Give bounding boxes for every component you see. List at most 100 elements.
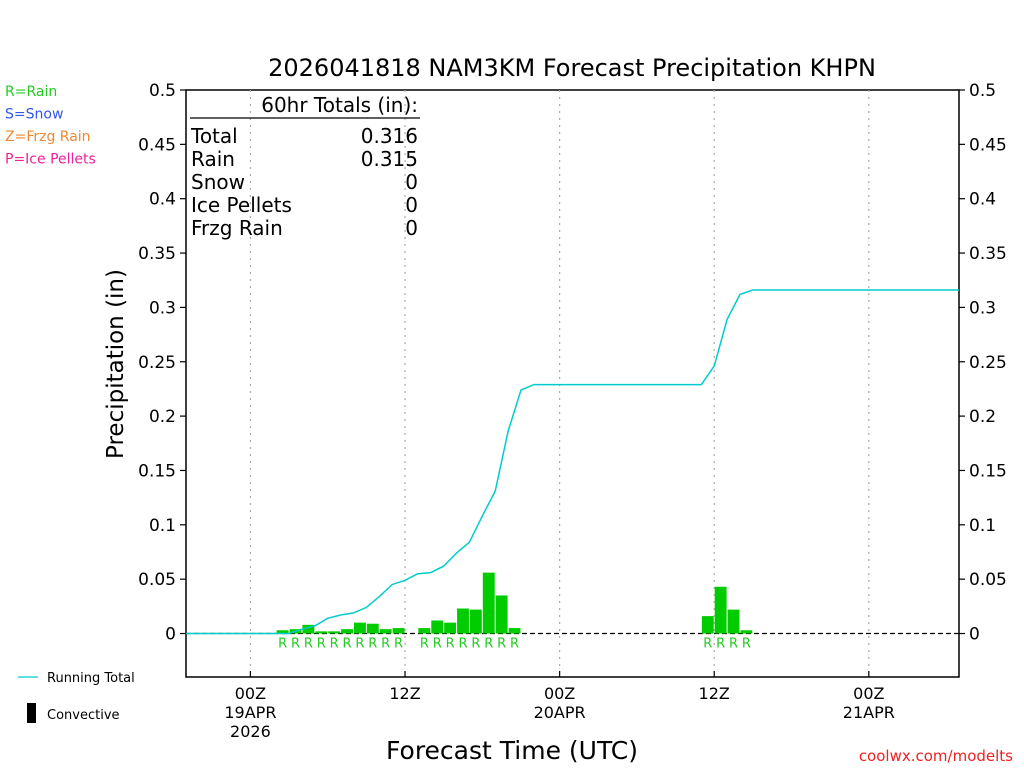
y-tick-label-right: 0 [969, 625, 980, 645]
running-total-group [186, 289, 959, 635]
y-tick-label-right: 0.45 [969, 135, 1007, 155]
y-tick-label-left: 0.5 [149, 81, 176, 101]
running-total-legend-label: Running Total [47, 671, 135, 686]
ptype-legend: R=Rain S=Snow Z=Frzg Rain P=Ice Pellets [5, 84, 96, 168]
ptype-label: R [381, 637, 390, 652]
precip-bar [495, 595, 508, 634]
bottom-legend: Running Total Convective [18, 671, 135, 723]
x-axis-label: Forecast Time (UTC) [386, 736, 638, 765]
x-tick-label: 00Z [853, 684, 884, 703]
ptype-label: R [716, 637, 725, 652]
totals-row-value: 0.316 [361, 124, 418, 148]
totals-rows: Total 0.316 Rain 0.315 Snow 0 Ice Pellets 0 Frzg… [190, 124, 418, 240]
ptype-label: R [729, 637, 738, 652]
ptype-legend-item: P=Ice Pellets [5, 152, 96, 168]
vertical-gridlines [249, 90, 870, 677]
convective-legend-label: Convective [47, 708, 120, 723]
x-tick-label: 00Z [235, 684, 266, 703]
running-total-line [186, 289, 959, 635]
x-tick-label: 19APR [224, 703, 276, 722]
precip-bar [431, 620, 444, 634]
ptype-legend-item: Z=Frzg Rain [5, 129, 91, 145]
credit-text: coolwx.com/modelts [859, 747, 1013, 765]
precip-bar [341, 629, 353, 634]
y-tick-label-right: 0.3 [969, 298, 996, 318]
precip-bar [469, 609, 482, 634]
ptype-label: R [343, 637, 352, 652]
ptype-legend-item: R=Rain [5, 84, 57, 100]
y-tick-label-left: 0.15 [138, 461, 176, 481]
x-tick-label: 20APR [534, 703, 586, 722]
ptype-label: R [703, 637, 712, 652]
y-tick-label-left: 0.05 [138, 570, 176, 590]
ptype-label: R [368, 637, 377, 652]
precip-bar [315, 631, 328, 634]
precip-bar [302, 624, 315, 634]
y-tick-label-left: 0.3 [149, 298, 176, 318]
ptype-label: R [446, 637, 455, 652]
totals-row-value: 0 [405, 216, 418, 240]
ptype-label: R [742, 637, 751, 652]
precip-bar [740, 630, 753, 634]
ptype-label: R [278, 637, 287, 652]
x-tick-label: 2026 [230, 722, 271, 741]
precip-bar [353, 622, 366, 634]
totals-box: 60hr Totals (in): Total 0.316 Rain 0.315 Sno… [190, 93, 420, 240]
chart-title: 2026041818 NAM3KM Forecast Precipitation… [268, 54, 876, 82]
y-tick-label-right: 0.1 [969, 516, 996, 536]
convective-swatch [27, 703, 36, 723]
precip-bar [328, 631, 341, 634]
totals-row-label: Ice Pellets [191, 193, 292, 217]
y-tick-label-left: 0.25 [138, 353, 176, 373]
y-axis-left: 0 0.05 0.1 0.15 0.2 0.25 0.3 0.35 0.4 0.45 0.5 [138, 81, 186, 645]
x-tick-label: 12Z [699, 684, 730, 703]
ptype-legend-item: S=Snow [5, 107, 63, 123]
x-tick-label: 21APR [843, 703, 895, 722]
totals-row-label: Frzg Rain [191, 216, 283, 240]
precip-bar [482, 572, 495, 634]
precip-bar [418, 628, 431, 634]
precip-bar [727, 609, 740, 634]
ptype-label: R [484, 637, 493, 652]
ptype-label: R [304, 637, 313, 652]
ptype-label: R [330, 637, 339, 652]
y-tick-label-left: 0.35 [138, 244, 176, 264]
ptype-label: R [471, 637, 480, 652]
totals-row-label: Rain [191, 147, 235, 171]
y-tick-label-right: 0.4 [969, 190, 996, 210]
totals-row-label: Snow [191, 170, 245, 194]
y-tick-label-left: 0.2 [149, 407, 176, 427]
ptype-label: R [497, 637, 506, 652]
totals-header: 60hr Totals (in): [261, 93, 418, 117]
x-tick-label: 12Z [389, 684, 420, 703]
y-tick-label-right: 0.35 [969, 244, 1007, 264]
totals-row-value: 0 [405, 170, 418, 194]
ptype-label: R [458, 637, 467, 652]
y-tick-label-left: 0.1 [149, 516, 176, 536]
ptype-label: R [317, 637, 326, 652]
y-tick-label-left: 0.45 [138, 135, 176, 155]
y-tick-label-right: 0.25 [969, 353, 1007, 373]
precip-bar [457, 608, 469, 634]
y-tick-label-right: 0.2 [969, 407, 996, 427]
y-tick-label-right: 0.5 [969, 81, 996, 101]
ptype-label: R [394, 637, 403, 652]
ptype-label: R [420, 637, 429, 652]
totals-row-value: 0.315 [361, 147, 418, 171]
y-tick-label-left: 0.4 [149, 190, 176, 210]
y-tick-label-right: 0.15 [969, 461, 1007, 481]
y-axis-label: Precipitation (in) [103, 269, 129, 459]
x-tick-label: 00Z [544, 684, 575, 703]
precip-bar [701, 616, 714, 634]
precip-bar [366, 623, 379, 634]
ptype-label: R [510, 637, 519, 652]
y-tick-label-right: 0.05 [969, 570, 1007, 590]
totals-row-value: 0 [405, 193, 418, 217]
ptype-label: R [433, 637, 442, 652]
precip-bars [276, 572, 753, 634]
ptype-label: R [355, 637, 364, 652]
y-tick-label-left: 0 [165, 625, 176, 645]
